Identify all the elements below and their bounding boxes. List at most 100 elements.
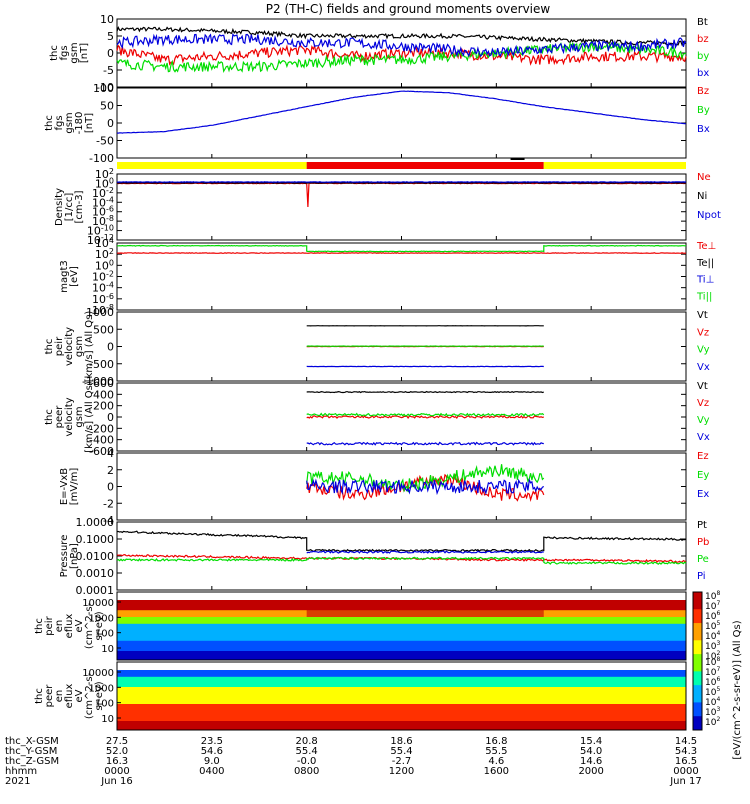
legend-Vt: Vt — [697, 381, 708, 392]
ylabel-line: [mV/m] — [69, 468, 80, 506]
series-Vt — [307, 392, 544, 393]
series-Ne — [117, 183, 686, 207]
series-Te — [117, 253, 686, 254]
colorbar-cell — [693, 606, 702, 610]
spec-band — [117, 680, 686, 684]
legend-Pi: Pi — [697, 571, 706, 582]
colorbar-cell — [693, 658, 702, 662]
legend-Vx: Vx — [697, 432, 710, 443]
legend-Vx: Vx — [697, 362, 710, 373]
panel-pressure: 1.00000.10000.01000.00100.0001Pressure[n… — [59, 516, 709, 597]
spec-band — [117, 697, 686, 701]
colorbar-cell — [693, 682, 702, 686]
orbit-row-label: 2021 — [5, 776, 30, 787]
colorbar-cell — [693, 716, 702, 720]
colorbar-cell — [693, 637, 702, 641]
ylabel-line: [nPa] — [69, 543, 80, 569]
ylabel-line: [km/s] (All Qs) — [84, 311, 95, 383]
colorbar-cell — [693, 692, 702, 696]
colorbar-cell — [693, 671, 702, 675]
orbit-row-value: 0400 — [199, 766, 224, 777]
legend-Vz: Vz — [697, 327, 709, 338]
ytick-label: 0 — [107, 341, 114, 354]
spec-band — [117, 694, 686, 698]
ytick-label: 0 — [107, 117, 114, 130]
legend-Bz: Bz — [697, 86, 709, 97]
colorbar-cell — [693, 613, 702, 617]
legend-Vy: Vy — [697, 415, 710, 426]
panel-moments-density: 10210010-210-410-610-810-1010-12Density[… — [54, 167, 721, 247]
ytick-label: 10 — [101, 644, 114, 655]
colorbar-cell — [693, 627, 702, 631]
spec-band — [117, 651, 686, 655]
legend-Pb: Pb — [697, 537, 709, 548]
colorbar-cell — [693, 633, 702, 637]
ytick-label: 1.0000 — [76, 516, 115, 529]
ytick-label: 0 — [107, 481, 114, 494]
colorbar-cell — [693, 709, 702, 713]
series-bx — [117, 35, 686, 57]
legend-by: by — [697, 51, 709, 62]
spec-band — [117, 641, 686, 645]
spec-band — [117, 718, 686, 722]
legend-Bt: Bt — [697, 17, 708, 28]
spec-band — [307, 600, 544, 617]
colorbar-cell — [693, 592, 702, 596]
spec-band — [117, 637, 686, 641]
spec-band — [117, 690, 686, 694]
ytick-label: 0.0100 — [76, 550, 115, 563]
spec-band — [117, 677, 686, 681]
ytick-label: 100 — [93, 82, 114, 95]
spec-band — [117, 634, 686, 638]
colorbar-cell — [693, 685, 702, 689]
legend-Ez: Ez — [697, 451, 709, 462]
ytick-label: -50 — [96, 135, 114, 148]
colorbar-cell — [693, 616, 702, 620]
panel-frame — [117, 19, 686, 87]
legend-bz: bz — [697, 34, 709, 45]
spec-band — [117, 644, 686, 648]
legend-Ti||: Ti|| — [696, 291, 712, 302]
spec-band — [117, 701, 686, 705]
colorbar-cell — [693, 651, 702, 655]
spec-band — [117, 707, 686, 711]
ylabel-line: [km/s] (All Qs) — [84, 381, 95, 453]
panel-frame — [117, 88, 686, 158]
colorbar-cell — [693, 699, 702, 703]
orbit-row-value: 1600 — [484, 766, 509, 777]
spec-band — [117, 654, 686, 658]
ytick-label: 10 — [100, 13, 114, 26]
ytick-label: -2 — [103, 497, 114, 510]
spec-band — [117, 620, 686, 624]
colorbar-cell — [693, 706, 702, 710]
colorbar-cell — [693, 702, 702, 706]
colorbar-cell — [693, 644, 702, 648]
legend-Ne: Ne — [697, 172, 711, 183]
series-Pt — [117, 531, 686, 551]
legend-By: By — [697, 105, 710, 116]
orbit-row-value: 2000 — [578, 766, 603, 777]
plot-title: P2 (TH-C) fields and ground moments over… — [266, 2, 551, 16]
colorbar-cell — [693, 713, 702, 717]
spec-band — [117, 724, 686, 728]
legend-bx: bx — [697, 68, 709, 79]
series-Vx — [307, 443, 544, 445]
legend-Ti⊥: Ti⊥ — [696, 275, 714, 286]
orbit-row-value: Jun 17 — [669, 776, 702, 787]
legend-Npot: Npot — [697, 210, 721, 221]
legend-Vz: Vz — [697, 398, 709, 409]
colorbar-cell — [693, 620, 702, 624]
ytick-label: 0.0010 — [76, 567, 115, 580]
legend-Vy: Vy — [697, 345, 710, 356]
legend-Te⊥: Te⊥ — [696, 241, 716, 252]
